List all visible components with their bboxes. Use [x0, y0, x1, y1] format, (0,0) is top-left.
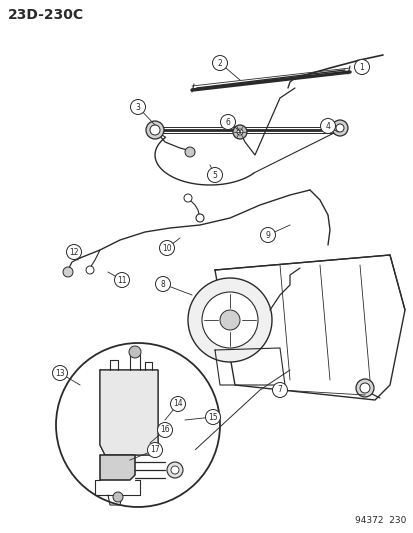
Circle shape [195, 214, 204, 222]
Circle shape [66, 245, 81, 260]
Text: 94372  230: 94372 230 [354, 516, 405, 525]
Circle shape [320, 118, 335, 133]
Polygon shape [100, 455, 135, 480]
Circle shape [63, 267, 73, 277]
Circle shape [155, 277, 170, 292]
Circle shape [207, 167, 222, 182]
Circle shape [212, 55, 227, 70]
Text: 6: 6 [225, 117, 230, 126]
Text: 8: 8 [160, 279, 165, 288]
Circle shape [147, 442, 162, 457]
Circle shape [188, 278, 271, 362]
Text: 3: 3 [135, 102, 140, 111]
Circle shape [146, 121, 164, 139]
Circle shape [202, 292, 257, 348]
Text: 15: 15 [208, 413, 217, 422]
Text: 12: 12 [69, 247, 78, 256]
Text: 4: 4 [325, 122, 330, 131]
Circle shape [170, 397, 185, 411]
Circle shape [171, 466, 178, 474]
Text: 5: 5 [212, 171, 217, 180]
Text: 11: 11 [117, 276, 126, 285]
Circle shape [331, 120, 347, 136]
Text: 23D-230C: 23D-230C [8, 8, 84, 22]
Text: 10: 10 [162, 244, 171, 253]
Text: 14: 14 [173, 400, 183, 408]
Circle shape [114, 272, 129, 287]
Text: 9: 9 [265, 230, 270, 239]
Circle shape [272, 383, 287, 398]
Circle shape [166, 462, 183, 478]
Circle shape [359, 383, 369, 393]
Circle shape [236, 129, 242, 135]
Circle shape [354, 60, 369, 75]
Circle shape [157, 423, 172, 438]
Text: 2: 2 [217, 59, 222, 68]
Circle shape [220, 115, 235, 130]
Circle shape [113, 492, 123, 502]
Text: 16: 16 [160, 425, 169, 434]
Circle shape [150, 125, 159, 135]
Text: 1: 1 [359, 62, 363, 71]
Circle shape [219, 310, 240, 330]
Circle shape [86, 266, 94, 274]
Circle shape [52, 366, 67, 381]
Circle shape [205, 409, 220, 424]
Circle shape [56, 343, 219, 507]
Text: 13: 13 [55, 368, 65, 377]
Text: 7: 7 [277, 385, 282, 394]
Text: 17: 17 [150, 446, 159, 455]
Circle shape [183, 194, 192, 202]
Circle shape [355, 379, 373, 397]
Circle shape [260, 228, 275, 243]
Circle shape [129, 346, 141, 358]
Circle shape [335, 124, 343, 132]
Circle shape [233, 125, 247, 139]
Circle shape [185, 147, 195, 157]
Circle shape [130, 100, 145, 115]
Circle shape [159, 240, 174, 255]
Polygon shape [100, 370, 158, 455]
